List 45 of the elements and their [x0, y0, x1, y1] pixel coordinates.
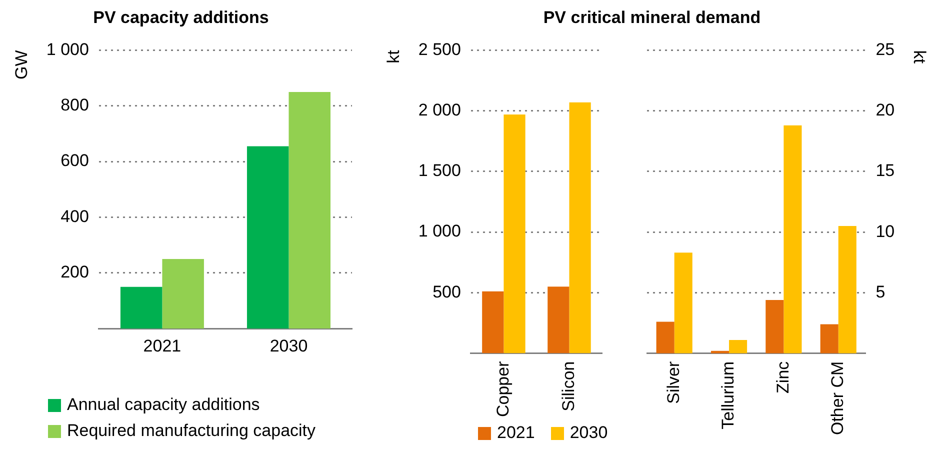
bar	[548, 286, 570, 354]
bar	[820, 324, 838, 354]
y-axis-title: kt	[384, 50, 403, 64]
legend-label: 2030	[570, 423, 608, 443]
x-tick-label: Silver	[664, 360, 684, 404]
x-tick-label: Zinc	[773, 360, 792, 394]
x-tick-label: Tellurium	[718, 361, 738, 430]
bar	[482, 291, 504, 354]
y-tick-label: 600	[60, 151, 89, 170]
y2-tick-label: 10	[876, 222, 895, 241]
text: PV critical mineral demand	[542, 8, 762, 28]
bar	[766, 300, 784, 354]
bar	[569, 102, 591, 354]
y2-tick-label: 25	[876, 40, 895, 59]
bar	[729, 340, 748, 354]
bar	[656, 322, 674, 354]
y-tick-label: 1 000	[46, 40, 89, 59]
y-tick-label: 2 500	[418, 40, 461, 59]
bar	[162, 259, 204, 329]
bar	[504, 114, 526, 354]
x-tick-label: Silicon	[558, 361, 578, 412]
y-tick-label: 1 000	[418, 222, 461, 241]
bar	[288, 92, 330, 329]
y-tick-label: 200	[60, 262, 89, 282]
y-axis-title: GW	[12, 50, 31, 80]
legend-label: 2021	[497, 423, 535, 443]
chart-title: PV capacity additions	[92, 8, 270, 28]
y-tick-label: 800	[60, 96, 89, 115]
y2-tick-label: 5	[876, 282, 886, 302]
y-tick-label: 400	[60, 206, 89, 226]
bar	[838, 226, 856, 354]
bar	[784, 125, 802, 354]
y-tick-label: 2 000	[418, 100, 461, 120]
y2-axis-title: kt	[910, 50, 930, 64]
y2-tick-label: 15	[876, 161, 895, 180]
y-tick-label: 1 500	[418, 161, 461, 180]
x-tick-label: Copper	[493, 360, 512, 418]
bar	[120, 286, 162, 329]
y-tick-label: 500	[432, 282, 461, 302]
legend-label: Annual capacity additions	[67, 395, 260, 415]
bar	[246, 146, 289, 329]
bar	[674, 252, 692, 354]
legend-label: Required manufacturing capacity	[67, 421, 316, 441]
x-tick-label: Other CM	[828, 361, 848, 436]
y2-tick-label: 20	[876, 100, 895, 120]
